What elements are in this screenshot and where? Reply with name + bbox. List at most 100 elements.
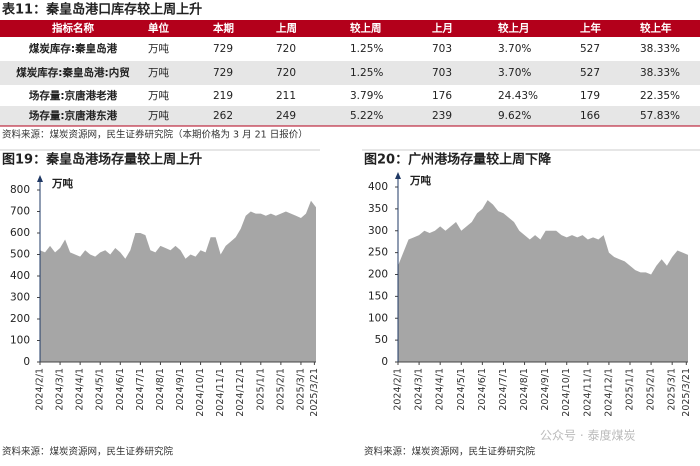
chart-title: 图20：广州港场存量较上周下降 — [364, 152, 552, 168]
x-tick-label: 2025/2/1 — [275, 368, 286, 411]
x-tick-label: 2025/3/21 — [309, 368, 320, 417]
table-source: 资料来源：煤炭资源网，民生证券研究院（本期价格为 3 月 21 日报价） — [2, 129, 308, 141]
x-tick-label: 2024/7/1 — [498, 368, 509, 411]
table-cell: 1.25% — [350, 43, 383, 55]
y-tick-label: 0 — [381, 356, 388, 368]
table-cell: 57.83% — [640, 110, 680, 122]
table-cell: 万吨 — [148, 109, 169, 122]
x-tick-label: 2024/11/1 — [582, 368, 593, 417]
chart-title: 图19：秦皇岛港场存量较上周上升 — [2, 152, 202, 168]
y-tick-label: 100 — [10, 335, 30, 347]
y-tick-label: 400 — [10, 270, 30, 282]
table-header: 上周 — [276, 22, 297, 35]
y-tick-label: 600 — [10, 227, 30, 239]
y-tick-label: 300 — [10, 292, 30, 304]
x-tick-label: 2025/3/1 — [295, 368, 306, 411]
table-cell: 527 — [580, 43, 600, 55]
row-bg — [0, 61, 700, 85]
table-cell: 219 — [213, 90, 233, 102]
table-cell: 703 — [432, 67, 452, 79]
area — [398, 200, 688, 362]
y-tick-label: 0 — [23, 356, 30, 368]
table-cell: 262 — [213, 110, 233, 122]
x-tick-label: 2024/7/1 — [135, 368, 146, 411]
table-cell: 166 — [580, 110, 600, 122]
x-tick-label: 2024/8/1 — [155, 368, 166, 411]
unit-label: 万吨 — [409, 174, 431, 187]
axis-arrow — [37, 175, 43, 182]
x-tick-label: 2024/3/1 — [55, 368, 66, 411]
y-tick-label: 50 — [375, 334, 388, 346]
table-cell: 527 — [580, 67, 600, 79]
table-cell: 22.35% — [640, 90, 680, 102]
table-cell: 176 — [432, 90, 452, 102]
y-tick-label: 400 — [368, 181, 388, 193]
y-tick-label: 300 — [368, 225, 388, 237]
x-tick-label: 2025/1/1 — [255, 368, 266, 411]
x-tick-label: 2024/2/1 — [35, 368, 46, 411]
table-header: 本期 — [213, 22, 234, 35]
table-header: 较上周 — [350, 22, 382, 35]
x-tick-label: 2024/8/1 — [519, 368, 530, 411]
x-tick-label: 2024/10/1 — [561, 368, 572, 417]
table-cell: 179 — [580, 90, 600, 102]
y-tick-label: 100 — [368, 312, 388, 324]
table-cell: 249 — [276, 110, 296, 122]
table-title: 表11：秦皇岛港口库存较上周上升 — [1, 2, 202, 18]
x-tick-label: 2024/2/1 — [393, 368, 404, 411]
unit-label: 万吨 — [51, 177, 73, 190]
x-tick-label: 2025/3/1 — [667, 368, 678, 411]
table-cell: 万吨 — [148, 42, 169, 55]
x-tick-label: 2024/4/1 — [75, 368, 86, 411]
x-tick-label: 2024/9/1 — [540, 368, 551, 411]
y-tick-label: 500 — [10, 249, 30, 261]
y-tick-label: 150 — [368, 290, 388, 302]
table-cell: 24.43% — [498, 90, 538, 102]
x-tick-label: 2024/6/1 — [115, 368, 126, 411]
x-tick-label: 2024/12/1 — [235, 368, 246, 417]
table-cell: 729 — [213, 43, 233, 55]
table-header: 上月 — [432, 22, 453, 35]
x-tick-label: 2025/3/21 — [681, 368, 692, 417]
chart-source: 资料来源：煤炭资源网，民生证券研究院 — [2, 446, 174, 458]
table-cell: 1.25% — [350, 67, 383, 79]
row-bg — [0, 106, 700, 126]
x-tick-label: 2024/10/1 — [195, 368, 206, 417]
y-tick-label: 200 — [10, 313, 30, 325]
table-header-bg — [0, 20, 700, 37]
table-header: 较上年 — [640, 22, 672, 35]
table-cell: 场存量:京唐港东港 — [29, 109, 118, 122]
watermark: 公众号 · 泰度煤炭 — [540, 428, 635, 443]
table-cell: 万吨 — [148, 89, 169, 102]
x-tick-label: 2024/5/1 — [95, 368, 106, 411]
area — [40, 200, 316, 362]
table-cell: 煤炭库存:秦皇岛港:内贸 — [16, 66, 130, 79]
table-cell: 3.70% — [498, 67, 531, 79]
table-cell: 720 — [276, 67, 296, 79]
table-cell: 场存量:京唐港老港 — [29, 89, 118, 102]
x-tick-label: 2025/2/1 — [646, 368, 657, 411]
y-tick-label: 350 — [368, 203, 388, 215]
table-cell: 3.79% — [350, 90, 383, 102]
table-header: 单位 — [148, 22, 169, 35]
table-cell: 720 — [276, 43, 296, 55]
table-cell: 211 — [276, 90, 296, 102]
y-tick-label: 700 — [10, 206, 30, 218]
y-tick-label: 200 — [368, 269, 388, 281]
x-tick-label: 2024/4/1 — [435, 368, 446, 411]
table-cell: 万吨 — [148, 66, 169, 79]
table-header: 上年 — [580, 22, 601, 35]
table-cell: 38.33% — [640, 43, 680, 55]
table-cell: 729 — [213, 67, 233, 79]
axis-arrow — [395, 172, 401, 179]
x-tick-label: 2024/3/1 — [414, 368, 425, 411]
table-cell: 9.62% — [498, 110, 531, 122]
y-tick-label: 800 — [10, 184, 30, 196]
table-header: 指标名称 — [52, 22, 94, 35]
x-tick-label: 2025/1/1 — [625, 368, 636, 411]
table-cell: 5.22% — [350, 110, 383, 122]
table-cell: 3.70% — [498, 43, 531, 55]
table-cell: 煤炭库存:秦皇岛港 — [29, 42, 118, 55]
